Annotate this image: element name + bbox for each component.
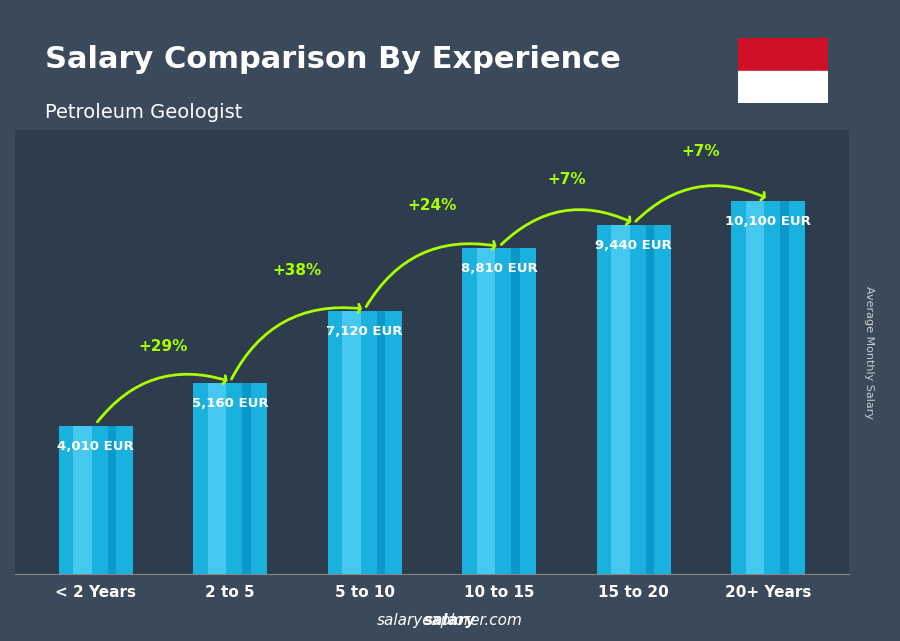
Bar xyxy=(208,383,226,574)
Bar xyxy=(597,225,670,574)
Bar xyxy=(194,383,267,574)
Bar xyxy=(511,248,520,574)
Text: Salary Comparison By Experience: Salary Comparison By Experience xyxy=(45,45,621,74)
Text: salary: salary xyxy=(424,613,476,628)
Bar xyxy=(738,38,828,71)
Bar xyxy=(463,248,536,574)
Text: 8,810 EUR: 8,810 EUR xyxy=(461,262,537,276)
Bar xyxy=(107,426,116,574)
Bar xyxy=(780,201,789,574)
Bar xyxy=(738,71,828,103)
Bar xyxy=(73,426,92,574)
Bar xyxy=(376,311,385,574)
Bar xyxy=(328,311,401,574)
Bar xyxy=(645,225,654,574)
Text: +38%: +38% xyxy=(273,263,322,278)
Bar xyxy=(611,225,630,574)
Text: +29%: +29% xyxy=(139,339,188,354)
Text: +24%: +24% xyxy=(408,198,456,213)
Text: +7%: +7% xyxy=(681,144,720,159)
Bar xyxy=(242,383,251,574)
Bar xyxy=(746,201,764,574)
Bar xyxy=(342,311,361,574)
Text: 5,160 EUR: 5,160 EUR xyxy=(192,397,268,410)
Text: 7,120 EUR: 7,120 EUR xyxy=(327,325,403,338)
Text: Average Monthly Salary: Average Monthly Salary xyxy=(863,286,874,419)
Bar xyxy=(58,426,132,574)
Bar xyxy=(732,201,806,574)
Text: 4,010 EUR: 4,010 EUR xyxy=(58,440,134,453)
Bar xyxy=(477,248,495,574)
Text: Petroleum Geologist: Petroleum Geologist xyxy=(45,103,242,122)
Text: salaryexplorer.com: salaryexplorer.com xyxy=(377,613,523,628)
Text: +7%: +7% xyxy=(547,172,586,187)
Text: 9,440 EUR: 9,440 EUR xyxy=(596,239,672,252)
Text: 10,100 EUR: 10,100 EUR xyxy=(725,215,811,228)
